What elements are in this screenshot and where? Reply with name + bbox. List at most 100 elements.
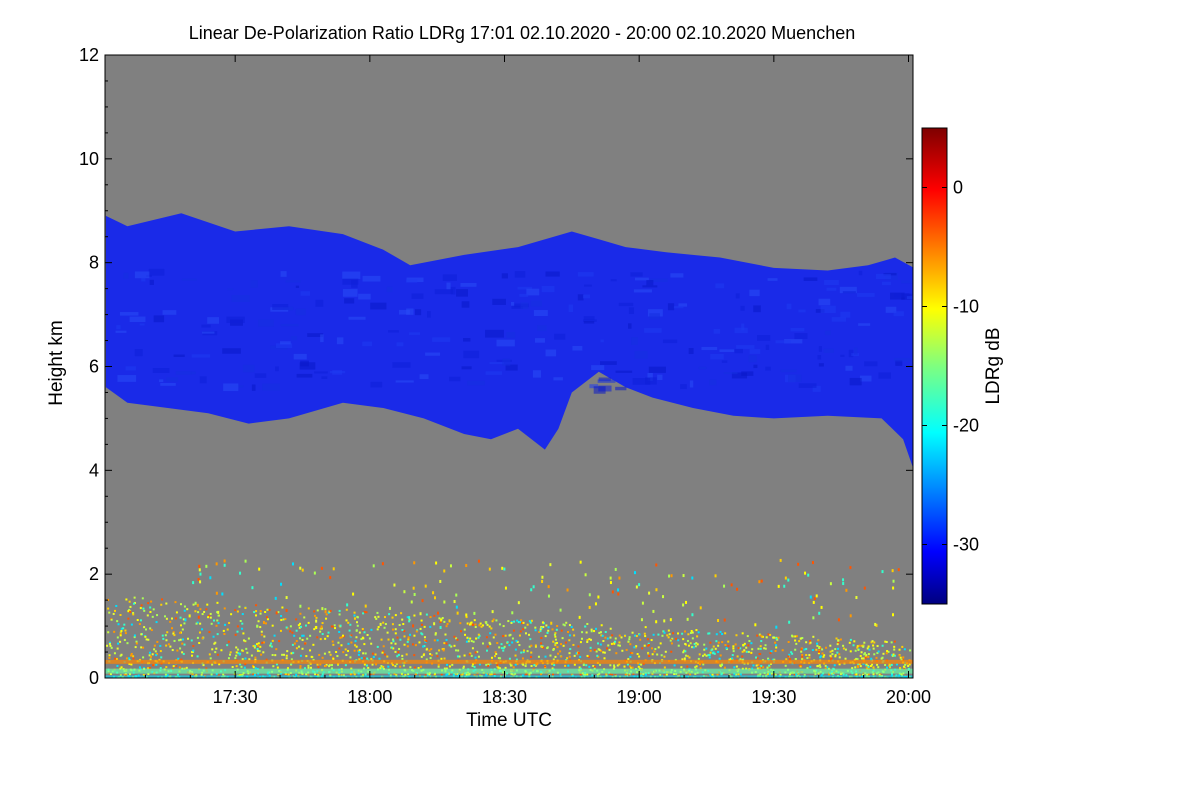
cloud-pixel	[757, 335, 771, 341]
aerosol-pixel	[259, 610, 262, 613]
aerosol-pixel	[901, 645, 904, 648]
cloud-pixel	[648, 366, 666, 373]
y-tick-label: 6	[89, 357, 99, 377]
cloud-pixel	[231, 294, 250, 303]
cloud-pixel	[633, 289, 652, 293]
aerosol-pixel	[741, 655, 744, 658]
aerosol-pixel	[587, 655, 590, 658]
aerosol-pixel	[492, 636, 495, 639]
aerosol-pixel	[759, 647, 762, 650]
aerosol-pixel	[440, 673, 443, 676]
aerosol-pixel	[727, 640, 730, 643]
aerosol-pixel	[534, 629, 537, 632]
aerosol-pixel	[765, 636, 768, 639]
aerosol-pixel	[758, 633, 761, 636]
sparse-pixel	[455, 605, 458, 609]
aerosol-pixel	[794, 639, 797, 642]
aerosol-pixel	[210, 673, 213, 676]
aerosol-pixel	[852, 644, 855, 647]
aerosol-pixel	[499, 657, 502, 660]
aerosol-pixel	[400, 612, 403, 615]
aerosol-pixel	[770, 650, 773, 653]
aerosol-pixel	[488, 625, 491, 628]
aerosol-pixel	[534, 645, 537, 648]
aerosol-pixel	[509, 633, 512, 636]
cloud-pixel	[545, 349, 557, 357]
aerosol-pixel	[129, 610, 132, 613]
cloud-pixel	[262, 383, 281, 391]
aerosol-pixel	[224, 623, 227, 626]
aerosol-pixel	[353, 614, 356, 617]
aerosol-pixel	[256, 643, 259, 646]
aerosol-pixel	[143, 626, 146, 629]
aerosol-pixel	[325, 617, 328, 620]
cloud-pixel	[784, 339, 803, 344]
aerosol-pixel	[380, 638, 383, 641]
aerosol-pixel	[515, 639, 518, 642]
aerosol-pixel	[495, 619, 498, 622]
aerosol-pixel	[241, 649, 244, 652]
aerosol-pixel	[573, 663, 576, 666]
aerosol-pixel	[585, 664, 588, 667]
aerosol-pixel	[196, 636, 199, 639]
aerosol-pixel	[445, 667, 448, 670]
aerosol-pixel	[842, 647, 845, 650]
cloud-pixel	[434, 289, 454, 295]
aerosol-pixel	[252, 672, 255, 675]
cloud-pixel	[501, 273, 508, 279]
aerosol-pixel	[491, 620, 494, 623]
aerosol-pixel	[737, 646, 740, 649]
cloud-pixel	[794, 333, 808, 340]
cloud-pixel	[597, 379, 616, 383]
aerosol-pixel	[628, 638, 631, 641]
aerosol-pixel	[712, 652, 715, 655]
cloud-pixel	[628, 307, 635, 315]
aerosol-pixel	[443, 642, 446, 645]
aerosol-pixel	[471, 623, 474, 626]
aerosol-pixel	[663, 631, 666, 634]
aerosol-pixel	[281, 653, 284, 656]
aerosol-pixel	[514, 672, 517, 675]
cloud-pixel	[295, 308, 306, 316]
aerosol-pixel	[401, 618, 404, 621]
aerosol-pixel	[891, 653, 894, 656]
cloud-pixel	[207, 317, 220, 324]
aerosol-pixel	[456, 655, 459, 658]
aerosol-pixel	[860, 657, 863, 660]
aerosol-pixel	[863, 652, 866, 655]
aerosol-pixel	[437, 663, 440, 666]
aerosol-pixel	[298, 626, 301, 629]
cloud-pixel	[593, 386, 606, 394]
aerosol-pixel	[337, 662, 340, 665]
sparse-pixel	[566, 588, 569, 592]
cloud-pixel	[736, 345, 755, 349]
aerosol-pixel	[836, 651, 839, 654]
sparse-pixel	[760, 579, 763, 583]
aerosol-pixel	[690, 630, 693, 633]
aerosol-pixel	[171, 617, 174, 620]
sparse-pixel	[424, 584, 427, 588]
aerosol-pixel	[650, 639, 653, 642]
aerosol-pixel	[391, 628, 394, 631]
aerosol-pixel	[660, 654, 663, 657]
aerosol-pixel	[320, 627, 323, 630]
aerosol-pixel	[446, 622, 449, 625]
aerosol-pixel	[494, 655, 497, 658]
aerosol-pixel	[192, 645, 195, 648]
aerosol-pixel	[324, 637, 327, 640]
aerosol-pixel	[338, 609, 341, 612]
cloud-pixel	[119, 312, 139, 316]
aerosol-pixel	[707, 632, 710, 635]
cloud-pixel	[893, 357, 911, 362]
aerosol-pixel	[596, 673, 599, 676]
aerosol-pixel	[409, 633, 412, 636]
aerosol-pixel	[138, 623, 141, 626]
aerosol-pixel	[181, 638, 184, 641]
aerosol-pixel	[316, 609, 319, 612]
aerosol-pixel	[241, 613, 244, 616]
aerosol-pixel	[209, 616, 212, 619]
aerosol-pixel	[681, 632, 684, 635]
aerosol-pixel	[124, 629, 127, 632]
aerosol-pixel	[246, 651, 249, 654]
cloud-pixel	[545, 271, 560, 277]
